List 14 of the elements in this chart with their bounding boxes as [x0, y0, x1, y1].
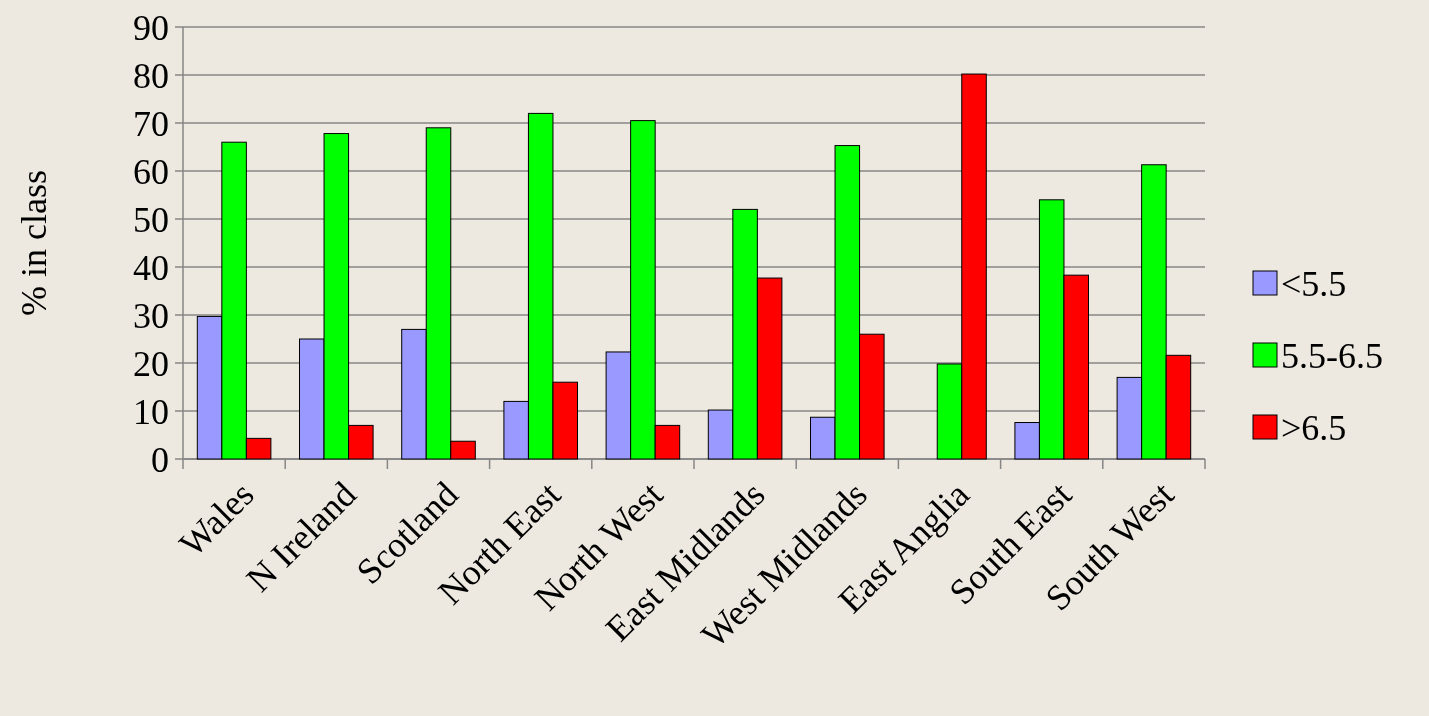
y-axis-title: % in class [14, 170, 54, 316]
y-tick-label: 60 [133, 151, 169, 192]
y-tick-label: 80 [133, 55, 169, 96]
y-tick-label: 10 [133, 391, 169, 432]
y-tick-label: 50 [133, 199, 169, 240]
legend-label: 5.5-6.5 [1281, 335, 1383, 376]
y-tick-label: 70 [133, 103, 169, 144]
y-tick-label: 30 [133, 295, 169, 336]
y-tick-label: 40 [133, 247, 169, 288]
y-tick-label: 90 [133, 7, 169, 48]
y-tick-label: 20 [133, 343, 169, 384]
legend-label: >6.5 [1281, 407, 1347, 448]
y-tick-label: 0 [151, 439, 169, 480]
legend-label: <5.5 [1281, 263, 1347, 304]
